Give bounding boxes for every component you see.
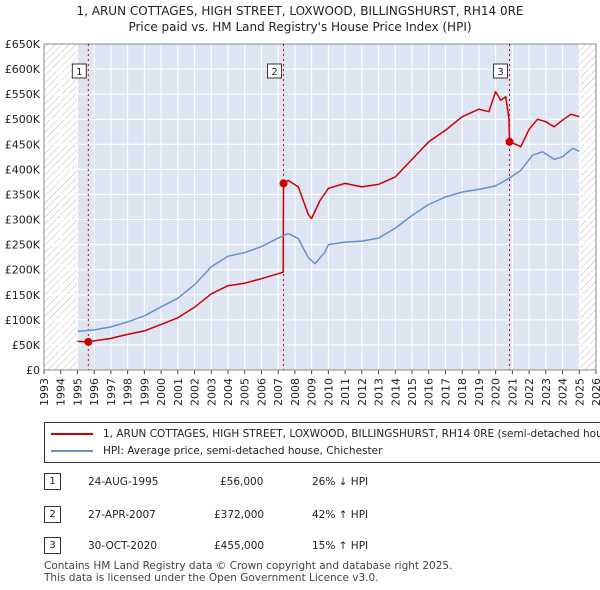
table-row: 3 30-OCT-2020 £455,000 15% ↑ HPI [44, 537, 444, 557]
x-tick-label: 2006 [255, 378, 268, 406]
sale-marker-box [267, 63, 283, 79]
y-tick-label: £600K [5, 63, 41, 76]
y-tick-label: £300K [5, 214, 41, 227]
sale-marker-box [71, 63, 87, 79]
x-tick-label: 1993 [38, 378, 51, 406]
y-tick-label: £50K [12, 339, 41, 352]
y-tick-label: £250K [5, 239, 41, 252]
sale-hpi: 42% ↑ HPI [312, 509, 369, 521]
legend-label-hpi: HPI: Average price, semi-detached house,… [103, 445, 383, 457]
x-tick-label: 2012 [356, 378, 369, 406]
sale-date: 30-OCT-2020 [88, 540, 157, 552]
sale-number: 3 [44, 537, 61, 554]
x-tick-label: 2007 [272, 378, 285, 406]
y-tick-label: £350K [5, 188, 41, 201]
x-tick-label: 2018 [456, 378, 469, 406]
x-tick-label: 2023 [540, 378, 553, 406]
x-tick-label: 2008 [289, 378, 302, 406]
x-tick-label: 1994 [55, 378, 68, 406]
y-tick-label: £150K [5, 289, 41, 302]
x-tick-label: 1996 [88, 378, 101, 406]
sale-point [279, 179, 288, 188]
legend-item-property: 1, ARUN COTTAGES, HIGH STREET, LOXWOOD, … [51, 428, 600, 444]
x-tick-label: 1995 [71, 378, 84, 406]
sale-price: £455,000 [214, 540, 265, 552]
x-tick-label: 2013 [373, 378, 386, 406]
series-line-property [77, 90, 580, 343]
y-tick-label: £500K [5, 113, 41, 126]
x-tick-label: 2020 [490, 378, 503, 406]
y-tick-label: £0 [26, 364, 40, 377]
x-tick-label: 2016 [423, 378, 436, 406]
y-tick-label: £400K [5, 163, 41, 176]
x-tick-label: 2025 [573, 378, 586, 406]
y-tick-label: £100K [5, 314, 41, 327]
x-tick-label: 2024 [557, 378, 570, 406]
x-tick-label: 2010 [322, 378, 335, 406]
legend-label-property: 1, ARUN COTTAGES, HIGH STREET, LOXWOOD, … [103, 428, 600, 440]
x-tick-label: 1998 [122, 378, 135, 406]
y-tick-label: £550K [5, 88, 41, 101]
sale-point [84, 337, 93, 346]
x-tick-label: 2019 [473, 378, 486, 406]
table-row: 1 24-AUG-1995 £56,000 26% ↓ HPI [44, 473, 444, 493]
x-tick-label: 2022 [523, 378, 536, 406]
sale-number: 1 [44, 473, 61, 490]
plot-border [43, 43, 597, 371]
x-tick-label: 1997 [105, 378, 118, 406]
series-line-hpi [77, 147, 580, 333]
x-tick-label: 2005 [239, 378, 252, 406]
sale-marker-label: 3 [497, 67, 503, 78]
x-tick-label: 2000 [155, 378, 168, 406]
chart-subtitle: Price paid vs. HM Land Registry's House … [128, 20, 472, 34]
sale-marker-label: 1 [76, 67, 82, 78]
x-tick-label: 2004 [222, 378, 235, 406]
x-tick-label: 2011 [339, 378, 352, 406]
x-tick-label: 2009 [306, 378, 319, 406]
legend-swatch-blue [51, 450, 93, 452]
table-row: 2 27-APR-2007 £372,000 42% ↑ HPI [44, 506, 444, 526]
chart-title: 1, ARUN COTTAGES, HIGH STREET, LOXWOOD, … [76, 4, 524, 18]
legend: 1, ARUN COTTAGES, HIGH STREET, LOXWOOD, … [44, 422, 600, 463]
x-tick-label: 2026 [590, 378, 600, 406]
footer-line-1: Contains HM Land Registry data © Crown c… [44, 560, 453, 572]
x-tick-label: 2021 [506, 378, 519, 406]
sale-number: 2 [44, 506, 61, 523]
y-tick-label: £450K [5, 138, 41, 151]
legend-item-hpi: HPI: Average price, semi-detached house,… [51, 445, 382, 461]
y-tick-label: £650K [5, 38, 41, 51]
y-tick-label: £200K [5, 264, 41, 277]
x-tick-label: 1999 [138, 378, 151, 406]
footer-line-2: This data is licensed under the Open Gov… [44, 572, 379, 584]
x-tick-label: 2001 [172, 378, 185, 406]
x-tick-label: 2015 [406, 378, 419, 406]
sale-date: 27-APR-2007 [88, 509, 156, 521]
sale-price: £372,000 [214, 509, 265, 521]
x-tick-label: 2014 [389, 378, 402, 406]
hatched-region-end [579, 44, 596, 370]
x-tick-label: 2017 [439, 378, 452, 406]
sale-hpi: 26% ↓ HPI [312, 476, 369, 488]
footer: Contains HM Land Registry data © Crown c… [44, 560, 452, 584]
sale-point [505, 137, 514, 146]
price-chart: £0 £50K £100K £150K £200K £250K £300K £350K £400… [5, 38, 600, 406]
x-tick-label: 2003 [205, 378, 218, 406]
x-tick-label: 2002 [189, 378, 202, 406]
sale-hpi: 15% ↑ HPI [312, 540, 369, 552]
sale-date: 24-AUG-1995 [88, 476, 159, 488]
sale-marker-box [493, 63, 509, 79]
sale-marker-label: 2 [271, 67, 277, 78]
legend-swatch-red [51, 433, 93, 435]
sale-price: £56,000 [220, 476, 264, 488]
